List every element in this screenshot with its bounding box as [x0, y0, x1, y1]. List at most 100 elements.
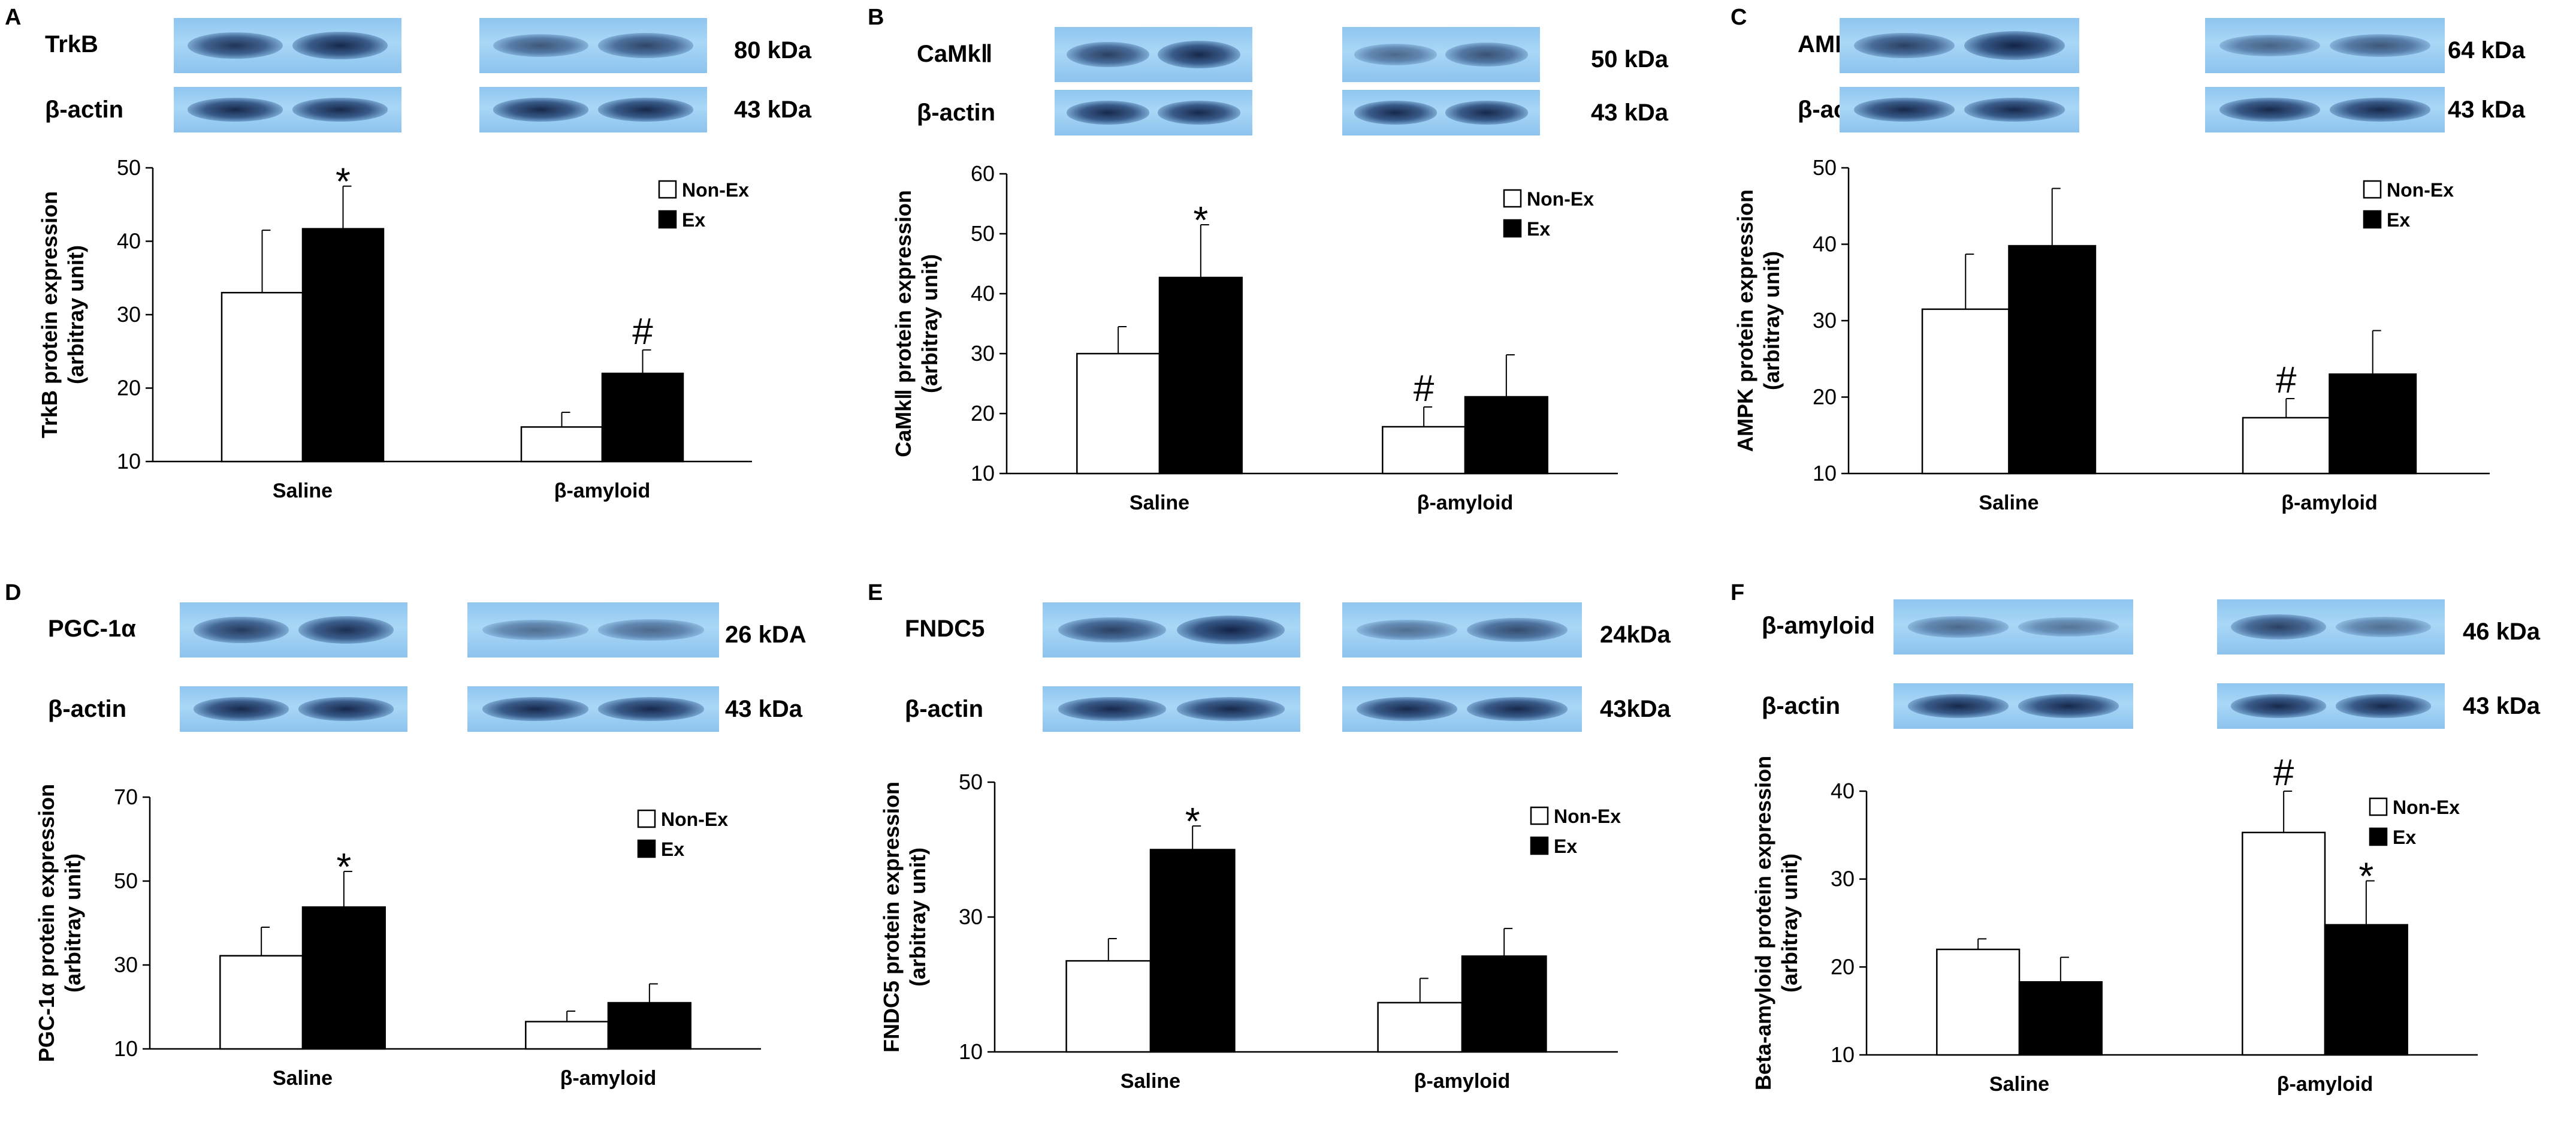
control-blot-strip: [2217, 683, 2445, 729]
blot-band: [2335, 694, 2432, 718]
bar-chart: 10 30 50 FNDC5 protein expression(arbitray …: [879, 770, 1621, 1093]
blot-band: [2230, 614, 2327, 640]
significance-hash: #: [1414, 368, 1435, 409]
x-tick-label: β-amyloid: [2277, 1073, 2373, 1096]
bar-ex: [1158, 276, 1243, 475]
blot-band: [2018, 617, 2119, 637]
x-tick-label: Saline: [273, 1067, 333, 1090]
y-tick-label: 30: [1813, 308, 1837, 333]
legend-label: Non-Ex: [1554, 806, 1621, 827]
legend-swatch: [2369, 797, 2388, 816]
bar-ex: [1149, 849, 1236, 1053]
protein-blot-strip: [1055, 27, 1252, 82]
control-label: β-actin: [45, 96, 124, 123]
blot-band: [2018, 694, 2119, 718]
bar-ex: [2018, 981, 2103, 1056]
x-tick-label: β-amyloid: [1414, 1070, 1511, 1093]
bar-non-ex: [525, 1021, 609, 1050]
blot-band: [493, 34, 589, 58]
protein-blot-strip: [479, 18, 707, 73]
blot-band: [493, 98, 589, 122]
blot-band: [298, 616, 394, 644]
blot-band: [2335, 617, 2432, 637]
protein-blot-strip: [467, 602, 719, 658]
bar-ex: [2008, 245, 2097, 475]
control-blot-strip: [467, 686, 719, 732]
bar-ex: [1464, 396, 1548, 475]
legend-swatch: [658, 210, 677, 229]
blot-band: [292, 31, 388, 60]
blot-band: [298, 697, 394, 721]
y-tick-label: 20: [1831, 954, 1855, 979]
bar-chart: 10 20 30 40 50 TrkB protein expression(arbitr…: [37, 155, 752, 502]
y-tick-label: 10: [959, 1039, 983, 1064]
control-label: β-actin: [1762, 693, 1841, 719]
significance-hash: #: [2273, 752, 2294, 794]
y-axis-label: CaMkⅡ protein expression(arbitray unit): [891, 190, 942, 457]
control-size-label: 43kDa: [1600, 696, 1671, 722]
blot-band: [2219, 34, 2320, 57]
control-blot-strip: [180, 686, 407, 732]
protein-blot-strip: [1043, 602, 1300, 658]
blot-band: [1157, 101, 1241, 125]
protein-blot-strip: [1840, 18, 2079, 73]
panel-c: C AMPK β-actin 64 kDa 43 kDa 10 20 30 40 50 AMPK p…: [1726, 0, 2559, 539]
x-tick-label: β-amyloid: [554, 479, 651, 502]
panel-d: D PGC-1α β-actin 26 kDA 43 kDa 10 30 50 70 PGC-1α…: [0, 575, 833, 1115]
y-tick-label: 50: [114, 868, 138, 893]
y-tick-label: 40: [1813, 232, 1837, 257]
bar-ex: [607, 1002, 691, 1050]
protein-label: PGC-1α: [48, 616, 136, 642]
x-tick-label: Saline: [1130, 491, 1189, 514]
bar-non-ex: [1382, 426, 1466, 475]
blot-band: [1908, 694, 2009, 718]
y-axis-label: FNDC5 protein expression(arbitray unit): [879, 782, 930, 1052]
blot-band: [597, 33, 694, 58]
significance-hash: #: [632, 311, 653, 352]
bar-non-ex: [2242, 831, 2326, 1056]
blot-band: [1467, 697, 1568, 721]
control-size-label: 43 kDa: [2448, 96, 2525, 123]
protein-size-label: 46 kDa: [2463, 619, 2540, 645]
protein-label: FNDC5: [905, 616, 985, 642]
legend-swatch: [1530, 806, 1549, 825]
x-tick-label: β-amyloid: [560, 1067, 657, 1090]
legend-label: Non-Ex: [682, 179, 749, 201]
blot-band: [1354, 44, 1438, 65]
bar-non-ex: [219, 955, 304, 1050]
y-tick-label: 30: [114, 952, 138, 977]
protein-blot-strip: [180, 602, 407, 658]
x-tick-label: β-amyloid: [2281, 491, 2378, 514]
blot-band: [2330, 34, 2430, 58]
blot-band: [598, 697, 704, 721]
control-size-label: 43 kDa: [2463, 693, 2540, 719]
legend-label: Ex: [1554, 836, 1577, 857]
y-tick-label: 30: [117, 302, 141, 327]
significance-star: *: [1193, 198, 1208, 242]
control-blot-strip: [1840, 87, 2079, 132]
legend-swatch: [2363, 180, 2382, 199]
y-tick-label: 10: [117, 449, 141, 473]
significance-star: *: [336, 845, 351, 888]
protein-blot-strip: [1894, 599, 2133, 655]
y-tick-label: 30: [1831, 867, 1855, 891]
bar-chart: 10 30 50 70 PGC-1α protein expression(arbitr…: [34, 784, 761, 1090]
y-tick-label: 50: [1813, 155, 1837, 180]
legend-swatch: [1503, 189, 1522, 208]
y-tick-label: 20: [117, 376, 141, 400]
blot-band: [1445, 43, 1529, 67]
significance-hash: #: [2276, 360, 2297, 401]
blot-band: [193, 617, 289, 643]
y-axis-label: TrkB protein expression(arbitray unit): [37, 191, 88, 438]
blot-band: [597, 98, 694, 122]
x-tick-label: Saline: [1989, 1073, 2049, 1096]
blot-band: [1964, 31, 2065, 60]
protein-size-label: 50 kDa: [1591, 46, 1668, 73]
y-tick-label: 20: [1813, 385, 1837, 409]
y-tick-label: 40: [971, 281, 995, 306]
protein-blot-strip: [2205, 18, 2445, 73]
legend-label: Ex: [2393, 827, 2416, 848]
bar-ex: [2329, 373, 2417, 475]
legend-swatch: [2363, 210, 2382, 229]
